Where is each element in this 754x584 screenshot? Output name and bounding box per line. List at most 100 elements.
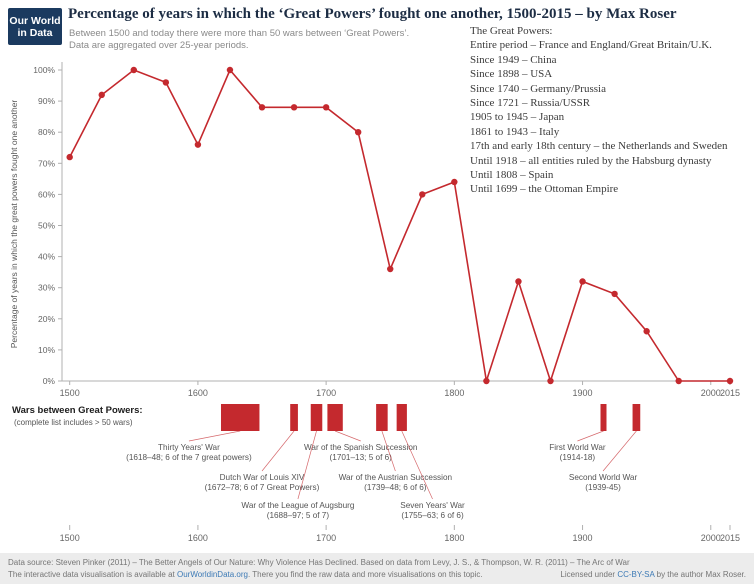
timeline-axis-label: 1900	[573, 533, 593, 543]
war-bar	[632, 404, 641, 431]
war-label-connector	[261, 430, 295, 472]
y-tick-label: 30%	[38, 283, 55, 293]
war-label-connector	[401, 430, 433, 500]
great-power-item: 17th and early 18th century – the Nether…	[470, 140, 728, 153]
great-power-item: Since 1740 – Germany/Prussia	[470, 82, 606, 95]
war-label-detail: (1618–48; 6 of the 7 great powers)	[126, 453, 252, 462]
great-power-item: 1905 to 1945 – Japan	[470, 111, 565, 124]
y-tick-label: 0%	[43, 376, 56, 386]
data-point	[354, 129, 362, 136]
timeline-axis-label: 1500	[60, 533, 80, 543]
chart-subtitle-line1: Between 1500 and today there were more t…	[69, 28, 410, 39]
war-timeline: Thirty Years' War(1618–48; 6 of the 7 gr…	[60, 404, 740, 543]
great-power-item: Since 1949 – China	[470, 53, 557, 66]
footer: Data source: Steven Pinker (2011) – The …	[0, 553, 754, 584]
war-label-name: War of the League of Augsburg	[241, 501, 354, 510]
war-bar	[396, 404, 407, 431]
y-tick-label: 40%	[38, 252, 55, 262]
data-point	[483, 377, 490, 385]
war-bar	[290, 404, 298, 431]
x-tick-label: 2000	[701, 388, 721, 398]
data-point	[258, 104, 266, 111]
great-powers-heading: The Great Powers:	[470, 25, 553, 37]
war-label-connector	[188, 430, 241, 442]
great-power-item: Since 1721 – Russia/USSR	[470, 97, 591, 110]
license-link[interactable]: CC-BY-SA	[617, 570, 655, 579]
war-label-connector	[297, 430, 317, 500]
footer-info-line: The interactive data visualisation is av…	[8, 569, 483, 581]
y-axis-title: Percentage of years in which the great p…	[9, 99, 19, 349]
great-power-item: Until 1918 – all entities ruled by the H…	[470, 154, 712, 167]
owid-logo[interactable]: Our World in Data	[8, 8, 62, 45]
footer-source-line: Data source: Steven Pinker (2011) – The …	[8, 558, 630, 567]
war-bar	[220, 404, 260, 431]
timeline-heading: Wars between Great Powers:	[12, 405, 143, 416]
data-point	[579, 278, 586, 285]
timeline-axis-label: 1600	[188, 533, 208, 543]
footer-license-post: by the author Max Roser.	[654, 570, 746, 579]
data-point	[98, 91, 105, 99]
great-powers-list: The Great Powers: Entire period – France…	[470, 24, 752, 197]
y-tick-label: 10%	[38, 345, 55, 355]
war-bar	[600, 404, 607, 431]
war-label-connector	[577, 430, 604, 442]
data-point	[419, 191, 426, 198]
owid-link[interactable]: OurWorldinData.org	[176, 570, 248, 579]
chart-axes: 0% 10% 20% 30% 40% 50% 60% 70% 80% 90% 100% 1500 160…	[33, 62, 740, 398]
great-power-item: 1861 to 1943 – Italy	[470, 125, 560, 138]
footer-info-pre: The interactive data visualisation is av…	[8, 570, 177, 579]
war-label-name: Second World War	[569, 473, 638, 482]
war-bar	[327, 404, 343, 431]
war-label-detail: (1739–48; 6 of 6)	[364, 483, 427, 492]
footer-license-pre: Licensed under	[560, 570, 618, 579]
data-point	[515, 278, 522, 285]
owid-logo-line1: Our World	[9, 14, 61, 27]
timeline-axis-label: 1800	[444, 533, 464, 543]
war-label-name: War of the Austrian Succession	[339, 473, 453, 482]
data-point	[726, 377, 734, 385]
y-tick-label: 90%	[38, 96, 55, 106]
war-bar	[376, 404, 388, 431]
war-label-detail: (1672–78; 6 of 7 Great Powers)	[205, 483, 320, 492]
data-point	[290, 104, 298, 111]
war-label-connector	[334, 430, 361, 442]
data-point	[611, 290, 618, 298]
chart-subtitle: Between 1500 and today there were more t…	[69, 28, 469, 51]
war-label-name: First World War	[549, 443, 606, 452]
war-label-name: War of the Spanish Succession	[304, 443, 418, 452]
data-point	[643, 328, 650, 335]
owid-logo-line2: in Data	[17, 26, 53, 39]
data-point	[547, 377, 554, 385]
war-label-connector	[602, 430, 637, 472]
x-tick-label: 1700	[316, 388, 336, 398]
timeline-axis-label: 2015	[720, 533, 740, 543]
timeline-axis-label: 2000	[701, 533, 721, 543]
data-point	[451, 178, 458, 186]
war-label-connector	[381, 430, 396, 472]
x-tick-label: 1600	[188, 388, 208, 398]
war-label-name: Thirty Years' War	[158, 443, 220, 452]
y-tick-label: 20%	[38, 314, 55, 324]
great-power-item: Since 1898 – USA	[470, 68, 553, 81]
y-tick-label: 70%	[38, 158, 55, 168]
data-point	[130, 66, 138, 74]
war-label-detail: (1701–13; 5 of 6)	[330, 453, 393, 462]
war-label-detail: (1688–97; 5 of 7)	[267, 511, 330, 520]
x-tick-label: 2015	[720, 388, 740, 398]
great-power-item: Entire period – France and England/Great…	[470, 39, 712, 52]
y-tick-label: 60%	[38, 189, 55, 199]
x-tick-label: 1900	[573, 388, 593, 398]
data-series	[66, 66, 734, 385]
data-point	[66, 153, 73, 161]
footer-info-post: . There you find the raw data and more v…	[247, 570, 483, 579]
war-label-name: Dutch War of Louis XIV	[220, 473, 305, 482]
data-point	[322, 104, 330, 111]
timeline-subheading: (complete list includes > 50 wars)	[14, 418, 133, 427]
data-point	[387, 265, 394, 273]
data-point	[675, 377, 682, 385]
x-tick-label: 1500	[60, 388, 80, 398]
data-point	[194, 141, 202, 148]
war-label-name: Seven Years' War	[400, 501, 465, 510]
